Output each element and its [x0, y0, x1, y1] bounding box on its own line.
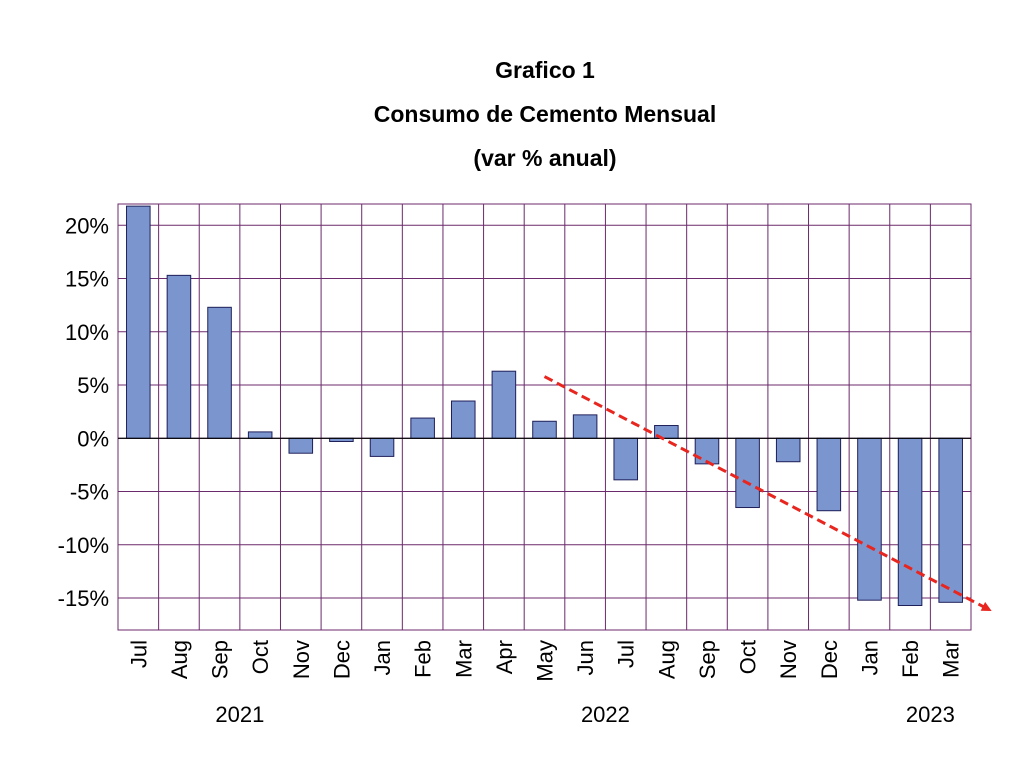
x-tick-label: Feb [411, 640, 436, 678]
chart-subtitle: Consumo de Cemento Mensual [373, 101, 717, 127]
bar [816, 437, 842, 512]
bar [735, 437, 760, 509]
x-tick-label: Sep [208, 640, 233, 679]
bar [288, 437, 314, 454]
bar [491, 370, 517, 439]
x-tick-label: Jan [857, 640, 882, 675]
x-tick-label: Oct [736, 640, 761, 674]
chart-titles: Grafico 1 Consumo de Cemento Mensual (va… [0, 48, 1024, 180]
x-tick-label: Jun [573, 640, 598, 675]
chart-units-note: (var % anual) [473, 145, 617, 171]
year-label: 2023 [906, 702, 955, 727]
y-tick-label: -10% [58, 533, 109, 558]
y-tick-label: 20% [65, 213, 109, 238]
x-tick-label: Sep [695, 640, 720, 679]
x-tick-label: Mar [939, 640, 964, 678]
chart-title: Grafico 1 [495, 57, 595, 83]
bar [450, 400, 476, 439]
x-tick-label: Mar [451, 640, 476, 678]
bar [166, 274, 192, 439]
y-tick-label: -5% [70, 480, 109, 505]
x-tick-label: Jul [126, 640, 151, 668]
y-tick-label: 0% [77, 426, 109, 451]
bar [369, 437, 395, 457]
bar [532, 420, 557, 439]
bar [897, 437, 923, 607]
y-tick-label: 10% [65, 320, 109, 345]
y-tick-label: 5% [77, 373, 109, 398]
x-tick-label: Nov [776, 640, 801, 679]
x-tick-label: Dec [329, 640, 354, 679]
x-tick-label: Jul [614, 640, 639, 668]
bar [207, 306, 232, 439]
year-label: 2022 [581, 702, 630, 727]
x-tick-label: May [533, 640, 558, 682]
bar [572, 414, 598, 439]
x-tick-label: Aug [167, 640, 192, 679]
bar [857, 437, 882, 601]
bar [410, 417, 435, 439]
year-label: 2021 [215, 702, 264, 727]
x-tick-label: Dec [817, 640, 842, 679]
bar [694, 437, 720, 465]
bar [613, 437, 639, 481]
x-tick-label: Feb [898, 640, 923, 678]
y-tick-label: -15% [58, 586, 109, 611]
x-tick-label: Oct [248, 640, 273, 674]
y-tick-label: 15% [65, 267, 109, 292]
x-tick-label: Nov [289, 640, 314, 679]
plot-frame [117, 203, 972, 631]
x-tick-label: Aug [654, 640, 679, 679]
bar [247, 431, 273, 439]
x-tick-label: Jan [370, 640, 395, 675]
bar [126, 205, 151, 439]
bar [938, 437, 963, 603]
bar [775, 437, 801, 463]
x-tick-label: Apr [492, 640, 517, 674]
